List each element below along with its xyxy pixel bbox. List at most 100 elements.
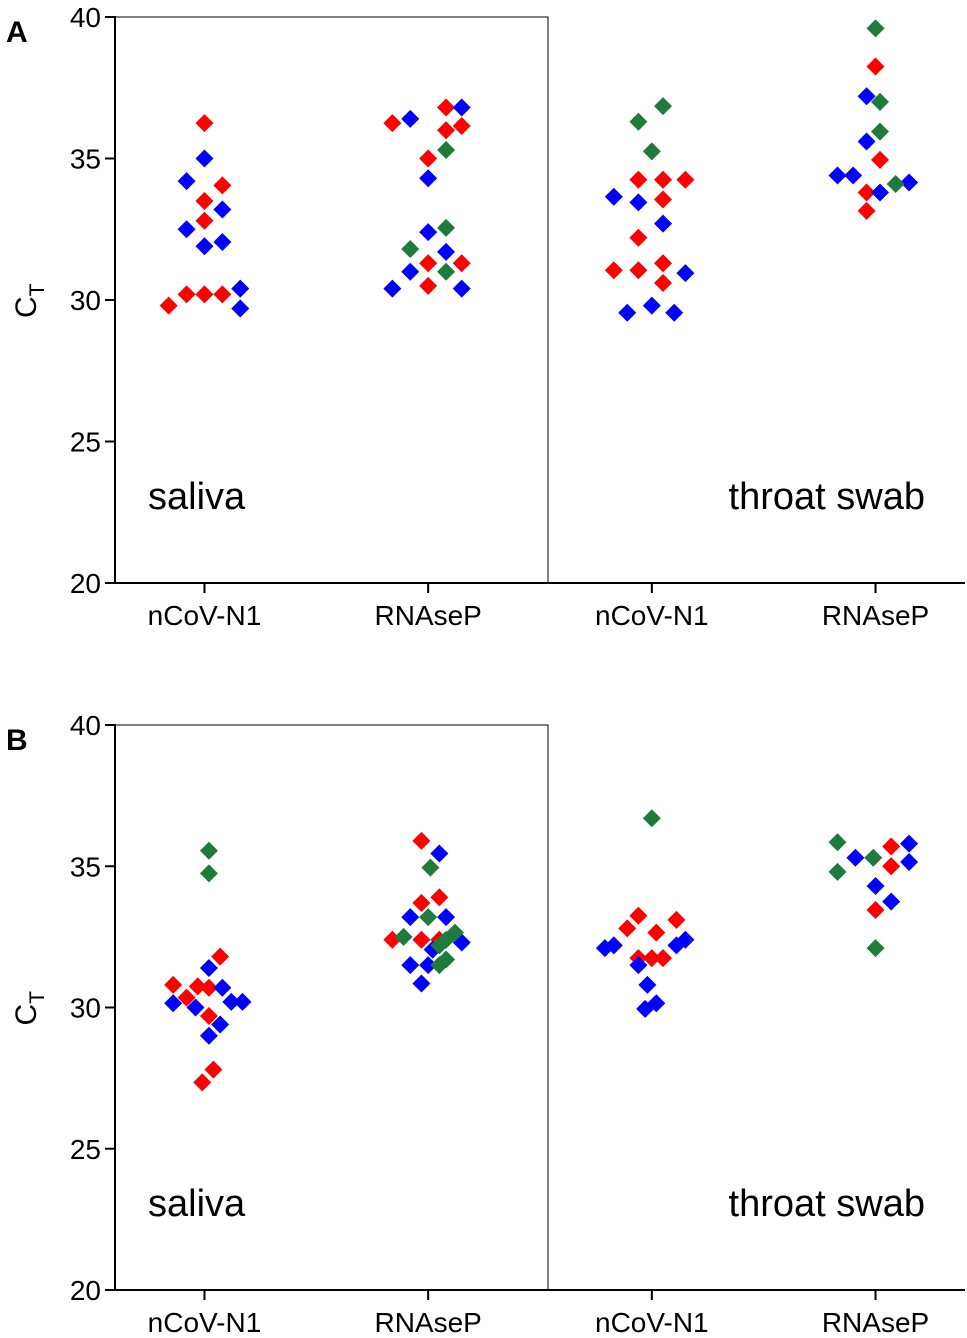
point xyxy=(231,299,250,318)
point xyxy=(437,98,456,117)
point xyxy=(900,853,919,872)
point xyxy=(437,141,456,160)
point xyxy=(199,864,218,883)
y-tick-label: 35 xyxy=(70,144,101,175)
point xyxy=(629,228,648,247)
point xyxy=(871,150,889,169)
point xyxy=(199,978,218,997)
point xyxy=(177,988,196,1007)
point xyxy=(213,978,232,997)
point xyxy=(665,303,684,322)
point xyxy=(231,279,250,298)
point xyxy=(211,1015,230,1034)
group-frame xyxy=(115,724,549,1290)
point xyxy=(857,87,876,106)
point xyxy=(195,237,214,256)
point xyxy=(199,958,218,977)
point xyxy=(195,114,214,133)
x-tick-label: nCoV-N1 xyxy=(595,1307,709,1338)
panel-label: B xyxy=(6,724,28,757)
point xyxy=(195,285,214,304)
x-tick-label: nCoV-N1 xyxy=(595,600,709,631)
point xyxy=(401,956,420,975)
point xyxy=(618,303,637,322)
point xyxy=(412,893,431,912)
point xyxy=(419,169,438,188)
point xyxy=(618,919,637,938)
point xyxy=(604,261,623,280)
annotation: saliva xyxy=(148,1183,246,1225)
point xyxy=(437,121,456,140)
point xyxy=(857,183,876,202)
point xyxy=(846,848,865,867)
point xyxy=(654,254,673,273)
y-tick-label: 25 xyxy=(70,1134,101,1165)
point xyxy=(177,220,196,239)
y-tick-label: 40 xyxy=(70,710,101,741)
point xyxy=(642,809,661,828)
point xyxy=(437,950,456,969)
point xyxy=(419,149,438,168)
point xyxy=(642,949,661,968)
point xyxy=(199,841,218,860)
point xyxy=(383,279,402,298)
point xyxy=(866,19,885,38)
point xyxy=(452,254,471,273)
y-tick-label: 25 xyxy=(70,427,101,458)
point xyxy=(195,149,214,168)
point xyxy=(193,1073,212,1092)
y-axis-label: CT xyxy=(10,991,49,1026)
point xyxy=(604,187,623,206)
point xyxy=(866,877,885,896)
annotation: throat swab xyxy=(729,476,925,518)
point xyxy=(676,930,695,949)
point xyxy=(164,975,183,994)
y-axis-label-sub: T xyxy=(26,283,49,296)
annotation: throat swab xyxy=(729,1183,925,1225)
point xyxy=(629,193,648,212)
point xyxy=(394,927,413,946)
point xyxy=(871,92,889,111)
point xyxy=(233,992,252,1011)
x-tick-label: nCoV-N1 xyxy=(148,600,262,631)
point xyxy=(159,296,178,315)
point xyxy=(638,975,657,994)
point xyxy=(654,170,673,189)
point xyxy=(629,906,648,925)
point xyxy=(213,285,232,304)
point xyxy=(452,98,471,117)
point xyxy=(647,994,666,1013)
point xyxy=(419,276,438,295)
point xyxy=(419,908,438,927)
point xyxy=(886,174,905,193)
point xyxy=(419,223,438,242)
x-tick-label: RNAseP xyxy=(822,600,929,631)
point xyxy=(654,190,673,209)
point xyxy=(401,240,420,259)
point xyxy=(654,214,673,233)
point xyxy=(866,57,885,76)
point xyxy=(676,264,695,283)
point xyxy=(866,939,885,958)
point xyxy=(421,858,440,877)
point xyxy=(199,1006,218,1025)
point xyxy=(437,242,456,261)
point xyxy=(383,114,402,133)
point xyxy=(412,930,431,949)
x-tick-label: RNAseP xyxy=(374,600,481,631)
x-tick-label: RNAseP xyxy=(822,1307,929,1338)
point xyxy=(866,901,885,920)
point xyxy=(667,910,686,929)
point xyxy=(199,1026,218,1045)
point xyxy=(654,97,673,116)
point xyxy=(164,994,183,1013)
point xyxy=(882,857,901,876)
point xyxy=(430,936,449,955)
y-axis-label-sub: T xyxy=(26,991,49,1004)
point xyxy=(900,173,919,192)
point xyxy=(654,949,673,968)
point xyxy=(900,834,919,853)
y-tick-label: 35 xyxy=(70,851,101,882)
y-axis-label-main: C xyxy=(10,1004,43,1026)
